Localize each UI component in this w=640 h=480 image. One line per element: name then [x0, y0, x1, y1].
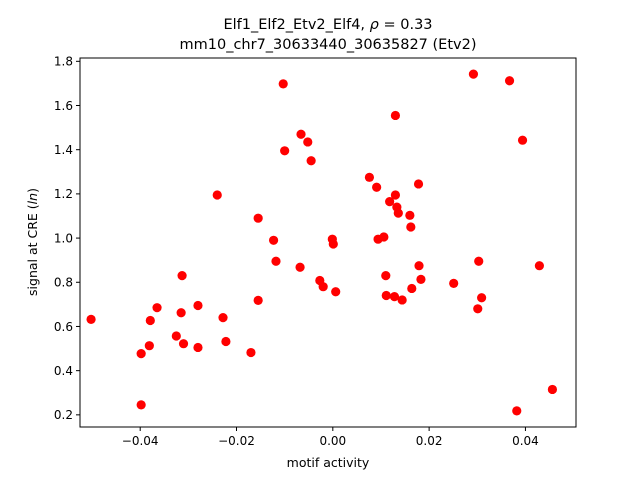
- data-point-47: [413, 179, 424, 189]
- data-point-15: [246, 347, 256, 358]
- data-point-6: [171, 331, 181, 341]
- data-point-1: [136, 349, 146, 359]
- data-point-59: [547, 384, 558, 395]
- data-point-50: [449, 278, 459, 288]
- y-tick-label: 0.4: [54, 364, 73, 378]
- data-point-2: [136, 400, 146, 410]
- data-point-39: [390, 110, 401, 121]
- data-point-8: [177, 271, 187, 281]
- data-point-5: [152, 303, 162, 313]
- data-point-24: [303, 137, 313, 147]
- data-point-19: [271, 256, 281, 266]
- data-point-3: [144, 341, 154, 351]
- data-point-32: [372, 182, 382, 192]
- data-point-31: [364, 172, 375, 182]
- data-points: [86, 69, 558, 416]
- x-tick-label: 0.00: [319, 434, 346, 448]
- y-axis-label: signal at CRE (ln): [25, 188, 40, 296]
- data-point-43: [397, 295, 407, 305]
- chart-title-line2: mm10_chr7_30633440_30635827 (Etv2): [180, 37, 477, 53]
- y-tick-label: 1.8: [54, 55, 73, 69]
- data-point-9: [178, 339, 189, 349]
- data-point-53: [474, 256, 484, 266]
- y-tick-label: 0.2: [54, 408, 73, 422]
- data-point-45: [406, 222, 416, 232]
- x-axis-label: motif activity: [287, 455, 370, 470]
- data-point-11: [193, 300, 203, 311]
- x-tick-label: 0.04: [512, 434, 539, 448]
- y-tick-label: 1.4: [54, 143, 73, 157]
- plot-frame: [79, 57, 577, 428]
- data-point-14: [221, 336, 231, 347]
- data-point-4: [145, 315, 155, 326]
- data-point-30: [331, 287, 341, 297]
- x-tick-label: −0.02: [218, 434, 255, 448]
- data-point-21: [280, 146, 290, 156]
- data-point-42: [393, 208, 403, 218]
- data-point-49: [416, 274, 426, 284]
- y-axis-ticks: 0.2 0.4 0.6 0.8 1.0 1.2 1.4 1.6 1.8: [54, 55, 80, 422]
- data-point-27: [318, 282, 328, 292]
- y-tick-label: 0.8: [54, 276, 73, 290]
- y-tick-label: 1.2: [54, 187, 73, 201]
- x-tick-label: 0.02: [416, 434, 443, 448]
- data-point-25: [306, 156, 316, 166]
- data-point-55: [504, 76, 515, 86]
- data-point-40: [390, 190, 401, 200]
- data-point-54: [477, 293, 487, 303]
- data-point-0: [86, 314, 96, 324]
- data-point-44: [405, 210, 415, 220]
- data-point-57: [517, 135, 528, 145]
- data-point-46: [407, 283, 417, 294]
- data-point-56: [512, 406, 522, 416]
- data-point-20: [278, 79, 288, 89]
- chart-title-line1: Elf1_Elf2_Etv2_Elf4, ρ = 0.33: [223, 17, 432, 33]
- data-point-16: [253, 295, 263, 305]
- y-tick-label: 1.6: [54, 99, 73, 113]
- data-point-22: [295, 262, 305, 272]
- data-point-36: [381, 290, 391, 301]
- data-point-17: [253, 213, 263, 223]
- data-point-7: [176, 308, 186, 318]
- data-point-51: [468, 69, 479, 79]
- data-point-12: [212, 190, 222, 200]
- data-point-52: [473, 304, 483, 314]
- data-point-10: [193, 342, 203, 353]
- y-tick-label: 0.6: [54, 320, 73, 334]
- x-axis-ticks: −0.04 −0.02 0.00 0.02 0.04: [122, 427, 539, 448]
- data-point-18: [268, 235, 279, 245]
- y-tick-label: 1.0: [54, 231, 73, 245]
- data-point-29: [328, 239, 338, 249]
- data-point-13: [218, 313, 228, 323]
- data-point-34: [379, 232, 389, 242]
- data-point-38: [389, 292, 400, 302]
- data-point-48: [414, 261, 424, 271]
- x-tick-label: −0.04: [122, 434, 159, 448]
- data-point-35: [381, 271, 391, 281]
- data-point-37: [385, 197, 395, 207]
- data-point-23: [296, 129, 306, 139]
- data-point-58: [534, 261, 545, 271]
